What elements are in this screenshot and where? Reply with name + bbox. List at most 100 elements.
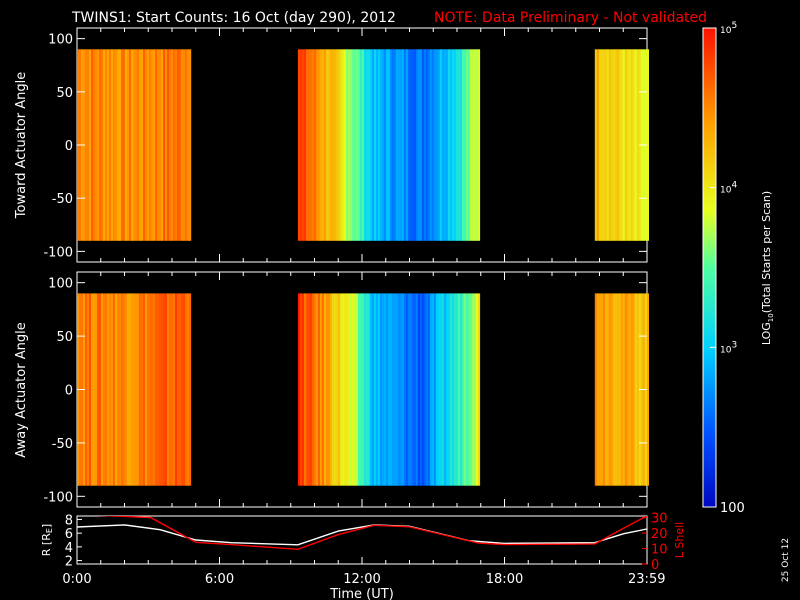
heatmap-column <box>349 49 353 241</box>
colorbar-tick-label: 103 <box>720 340 737 355</box>
heatmap-column <box>371 49 375 241</box>
y-tick-label: -50 <box>52 437 73 452</box>
heatmap-column <box>303 293 307 486</box>
heatmap-column <box>309 293 313 486</box>
heatmap-column <box>315 293 319 486</box>
heatmap-column <box>431 49 435 241</box>
heatmap-column <box>113 293 116 486</box>
heatmap-column <box>467 293 471 486</box>
heatmap-column <box>598 49 601 241</box>
heatmap-column <box>353 49 357 241</box>
heatmap-column <box>606 293 609 486</box>
heatmap-column <box>165 293 168 486</box>
heatmap-column <box>139 49 142 241</box>
heatmap-column <box>135 293 138 486</box>
heatmap-column <box>443 293 447 486</box>
heatmap-column <box>303 49 307 241</box>
heatmap-column <box>475 49 479 241</box>
heatmap-column <box>165 49 168 241</box>
heatmap-column <box>407 293 411 486</box>
away-ylabel: Away Actuator Angle <box>14 322 29 457</box>
heatmap-column <box>620 293 623 486</box>
heatmap-column <box>614 49 617 241</box>
heatmap-column <box>419 49 423 241</box>
y-tick-label: 0 <box>65 139 73 154</box>
heatmap-column <box>445 293 449 486</box>
y-tick-label: 50 <box>56 330 73 345</box>
heatmap-column <box>331 293 335 486</box>
heatmap-column <box>299 293 303 486</box>
heatmap-column <box>315 49 319 241</box>
heatmap-column <box>365 293 369 486</box>
heatmap-column <box>389 49 393 241</box>
heatmap-column <box>602 49 605 241</box>
heatmap-column <box>401 293 405 486</box>
colorbar: 105 104 103 100 LOG10(Total Starts per Scan… <box>702 21 775 516</box>
heatmap-column <box>143 49 146 241</box>
heatmap-column <box>423 49 427 241</box>
heatmap-column <box>409 49 413 241</box>
heatmap-column <box>377 293 381 486</box>
heatmap-column <box>301 49 305 241</box>
heatmap-column <box>325 293 329 486</box>
heatmap-column <box>630 49 633 241</box>
heatmap-column <box>379 49 383 241</box>
heatmap-column <box>365 49 369 241</box>
heatmap-column <box>297 293 301 486</box>
heatmap-column <box>413 293 417 486</box>
heatmap-column <box>87 49 90 241</box>
heatmap-column <box>107 293 110 486</box>
heatmap-column <box>441 49 445 241</box>
heatmap-column <box>385 49 389 241</box>
heatmap-column <box>471 293 475 486</box>
r-tick-label: 6 <box>65 527 73 542</box>
time-tick-label: 6:00 <box>205 572 234 587</box>
heatmap-column <box>99 293 102 486</box>
heatmap-column <box>313 293 317 486</box>
chart-title: TWINS1: Start Counts: 16 Oct (day 290), … <box>71 10 396 26</box>
heatmap-column <box>431 293 435 486</box>
heatmap-column <box>119 293 122 486</box>
heatmap-column <box>475 293 479 486</box>
heatmap-column <box>335 49 339 241</box>
heatmap-column <box>457 293 461 486</box>
heatmap-column <box>357 49 361 241</box>
heatmap-column <box>327 49 331 241</box>
heatmap-column <box>421 49 425 241</box>
heatmap-column <box>173 49 176 241</box>
heatmap-column <box>403 49 407 241</box>
colorbar-label-end: (Total Starts per Scan) <box>760 191 773 313</box>
heatmap-column <box>612 293 615 486</box>
heatmap-column <box>473 293 477 486</box>
heatmap-column <box>455 293 459 486</box>
away-heatmap <box>77 293 649 486</box>
heatmap-column <box>630 293 633 486</box>
heatmap-column <box>115 49 118 241</box>
heatmap-column <box>383 293 387 486</box>
heatmap-column <box>459 293 463 486</box>
heatmap-column <box>133 49 136 241</box>
heatmap-column <box>624 293 627 486</box>
heatmap-column <box>369 293 373 486</box>
toward-panel: 100 50 0 -50 -100 Toward Actuator Angle <box>14 27 649 263</box>
heatmap-column <box>155 49 158 241</box>
heatmap-column <box>391 49 395 241</box>
heatmap-column <box>105 293 108 486</box>
heatmap-column <box>117 49 120 241</box>
time-tick-label: 23:59 <box>628 572 665 587</box>
heatmap-column <box>405 49 409 241</box>
heatmap-column <box>465 49 469 241</box>
heatmap-column <box>387 293 391 486</box>
heatmap-column <box>119 49 122 241</box>
heatmap-column <box>107 49 110 241</box>
heatmap-column <box>111 293 114 486</box>
heatmap-column <box>407 49 411 241</box>
heatmap-column <box>353 293 357 486</box>
heatmap-column <box>375 49 379 241</box>
r-tick-label: 8 <box>65 513 73 528</box>
heatmap-column <box>117 293 120 486</box>
time-xlabel: Time (UT) <box>329 587 394 600</box>
heatmap-column <box>393 293 397 486</box>
